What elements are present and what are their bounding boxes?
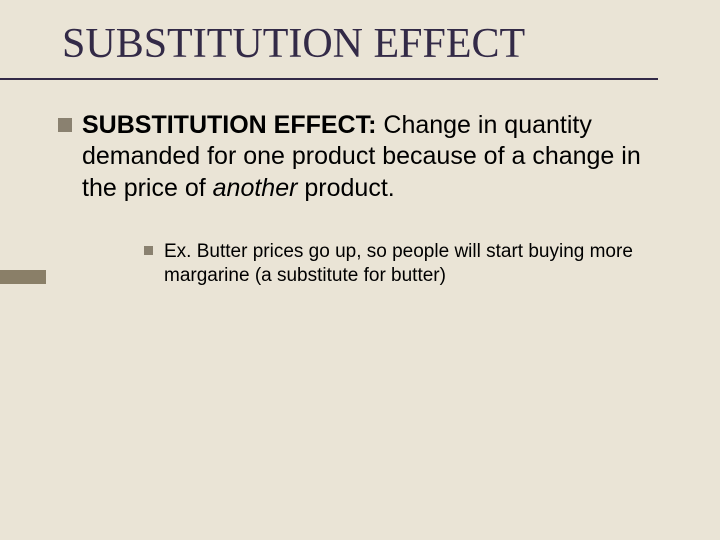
square-bullet-icon xyxy=(58,118,72,132)
main-bullet: SUBSTITUTION EFFECT: Change in quantity … xyxy=(82,110,660,204)
left-accent-bar xyxy=(0,270,46,284)
definition-italic: another xyxy=(213,174,298,202)
example-text: Ex. Butter prices go up, so people will … xyxy=(164,241,633,286)
definition-text-2: product. xyxy=(297,174,394,202)
square-bullet-icon xyxy=(144,246,153,255)
title-area: SUBSTITUTION EFFECT xyxy=(0,0,720,68)
sub-bullet: Ex. Butter prices go up, so people will … xyxy=(164,240,650,288)
slide-title: SUBSTITUTION EFFECT xyxy=(62,20,720,68)
content-area: SUBSTITUTION EFFECT: Change in quantity … xyxy=(0,80,720,287)
definition-term: SUBSTITUTION EFFECT: xyxy=(82,111,376,139)
